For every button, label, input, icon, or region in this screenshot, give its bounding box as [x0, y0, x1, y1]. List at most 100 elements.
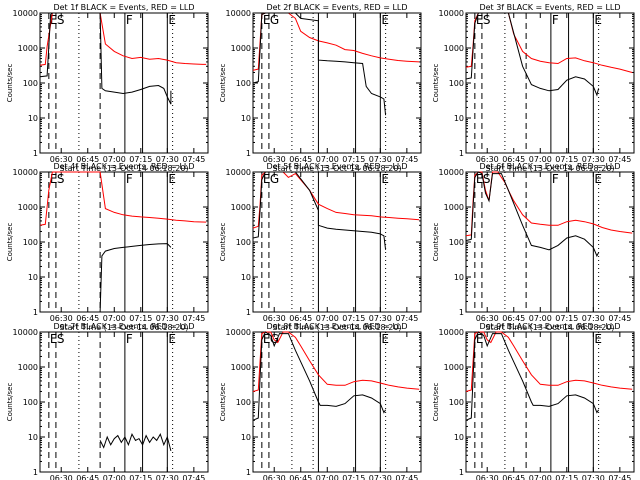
plot-frame [465, 331, 635, 473]
chart-title: Det 1f BLACK = Events, RED = LLD [53, 3, 194, 12]
y-tick-label: 10000 [439, 328, 464, 337]
x-tick-label: 06:45 [289, 314, 312, 323]
chart-panel-6: Det 6f BLACK = Events, RED = LLD 1 10 100 10… [432, 162, 635, 332]
chart-title: Det 3f BLACK = Events, RED = LLD [479, 3, 620, 12]
plot-frame [465, 12, 635, 154]
y-tick-label: 1 [33, 468, 38, 477]
y-tick-label: 10000 [13, 9, 38, 18]
chart-title: Det 4f BLACK = Events, RED = LLD [53, 162, 194, 171]
chart-panel-1: Det 1f BLACK = Events, RED = LLD 1 10 100 10… [6, 3, 209, 173]
x-tick-label: 06:30 [263, 474, 286, 480]
chart-panel-5: Det 5f BLACK = Events, RED = LLD 1 10 100 10… [219, 162, 422, 332]
y-tick-label: 1 [246, 468, 251, 477]
y-tick-label: 10 [454, 433, 464, 442]
x-tick-label: 07:30 [369, 314, 392, 323]
y-axis-label: Counts/sec [6, 383, 14, 422]
x-tick-label: 07:15 [555, 474, 578, 480]
marker-label: G [270, 332, 279, 346]
x-tick-label: 07:00 [103, 155, 126, 164]
x-tick-label: 07:15 [342, 474, 365, 480]
marker-label: E [263, 172, 271, 186]
y-tick-label: 1000 [444, 44, 464, 53]
x-tick-label: 07:15 [342, 155, 365, 164]
x-tick-label: 07:45 [608, 474, 631, 480]
y-axis-label: Counts/sec [219, 383, 227, 422]
x-tick-label: 06:30 [476, 474, 499, 480]
x-tick-label: 07:30 [369, 474, 392, 480]
y-tick-label: 1 [33, 149, 38, 158]
x-tick-label: 06:30 [476, 155, 499, 164]
series-line-red [39, 171, 207, 226]
y-tick-label: 100 [23, 398, 38, 407]
y-tick-label: 10000 [13, 168, 38, 177]
y-axis-label: Counts/sec [432, 383, 440, 422]
plot-frame [252, 171, 422, 313]
x-axis-label: Start Time (13-Oct-14 06:18:20) [485, 323, 614, 332]
y-tick-label: 1000 [18, 44, 38, 53]
plot-frame [465, 171, 635, 313]
marker-label: F [552, 13, 559, 27]
marker-label: F [126, 172, 133, 186]
y-tick-label: 1000 [231, 44, 251, 53]
x-tick-label: 06:30 [50, 474, 73, 480]
y-tick-label: 100 [236, 238, 251, 247]
chart-panel-8: Det 8f BLACK = Events, RED = LLD 1 10 100 10… [219, 322, 422, 480]
marker-label: E [594, 172, 602, 186]
y-tick-label: 10 [28, 273, 38, 282]
x-tick-label: 06:45 [502, 155, 525, 164]
series-line-black [39, 12, 172, 105]
series-line-red [465, 331, 633, 392]
x-tick-label: 07:15 [555, 155, 578, 164]
x-tick-label: 07:00 [316, 155, 339, 164]
x-axis-label: Start Time (13-Oct-14 06:18:20) [59, 323, 188, 332]
series-line-black [252, 12, 387, 116]
marker-label: E [381, 172, 389, 186]
y-axis-label: Counts/sec [432, 64, 440, 103]
x-tick-label: 07:00 [529, 314, 552, 323]
series-line-black [465, 331, 600, 421]
series-line-black [465, 12, 600, 97]
y-axis-label: Counts/sec [432, 223, 440, 262]
y-tick-label: 100 [449, 79, 464, 88]
plot-frame [252, 12, 422, 154]
x-tick-label: 07:00 [103, 314, 126, 323]
x-tick-label: 07:45 [182, 314, 205, 323]
marker-label: E [50, 332, 58, 346]
x-tick-label: 07:30 [582, 474, 605, 480]
y-tick-label: 10000 [226, 168, 251, 177]
x-tick-label: 07:45 [395, 155, 418, 164]
marker-label: E [476, 13, 484, 27]
chart-title: Det 8f BLACK = Events, RED = LLD [266, 322, 407, 331]
x-tick-label: 07:00 [103, 474, 126, 480]
x-axis-label: Start Time (13-Oct-14 06:18:20) [485, 164, 614, 173]
x-tick-label: 07:00 [529, 474, 552, 480]
chart-panel-4: Det 4f BLACK = Events, RED = LLD 1 10 100 10… [6, 162, 209, 332]
x-tick-label: 07:15 [555, 314, 578, 323]
y-axis-label: Counts/sec [6, 223, 14, 262]
series-line-black [252, 331, 387, 421]
chart-title: Det 5f BLACK = Events, RED = LLD [266, 162, 407, 171]
y-axis-label: Counts/sec [219, 64, 227, 103]
x-tick-label: 06:45 [289, 155, 312, 164]
series-line-black [252, 171, 387, 250]
x-tick-label: 06:30 [50, 155, 73, 164]
x-tick-label: 06:30 [50, 314, 73, 323]
y-axis-label: Counts/sec [6, 64, 14, 103]
marker-label: E [263, 332, 271, 346]
y-axis-label: Counts/sec [219, 223, 227, 262]
y-tick-label: 1 [246, 308, 251, 317]
x-tick-label: 07:45 [182, 474, 205, 480]
chart-panel-3: Det 3f BLACK = Events, RED = LLD 1 10 100 10… [432, 3, 635, 173]
marker-label: E [168, 13, 176, 27]
x-tick-label: 06:45 [76, 155, 99, 164]
marker-label: F [126, 332, 133, 346]
y-tick-label: 1 [459, 149, 464, 158]
x-tick-label: 06:30 [476, 314, 499, 323]
y-tick-label: 10 [28, 114, 38, 123]
y-tick-label: 10 [28, 433, 38, 442]
marker-label: E [476, 172, 484, 186]
y-tick-label: 1000 [18, 363, 38, 372]
series-line-black [40, 243, 172, 313]
y-tick-label: 1000 [231, 203, 251, 212]
marker-label: F [126, 13, 133, 27]
